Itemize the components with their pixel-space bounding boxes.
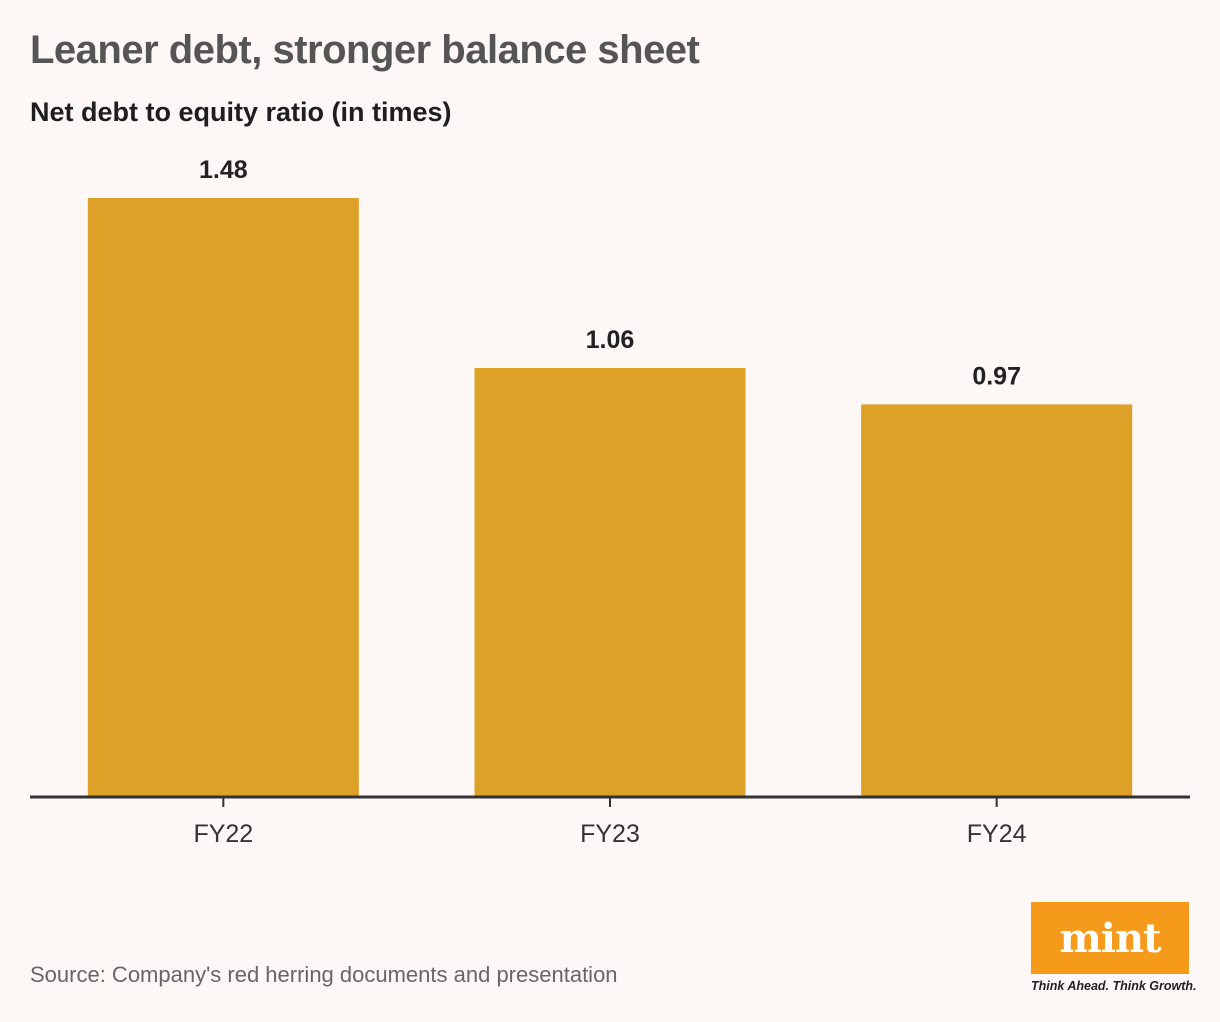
data-label-fy24: 0.97: [972, 362, 1021, 390]
bar-chart: 1.48 FY22 1.06 FY23 0.97 FY24: [30, 156, 1190, 848]
source-note: Source: Company's red herring documents …: [30, 962, 618, 987]
logo-text: mint: [1059, 914, 1161, 962]
x-tick-label: FY22: [193, 820, 253, 848]
mint-logo: mint: [1031, 902, 1189, 974]
data-label-fy22: 1.48: [199, 156, 248, 184]
x-tick-label: FY23: [580, 820, 640, 848]
chart-title: Leaner debt, stronger balance sheet: [30, 28, 700, 72]
bar-fy22: [87, 198, 359, 797]
bar-fy24: [861, 404, 1133, 797]
logo-tagline: Think Ahead. Think Growth.: [1031, 979, 1197, 993]
data-label-fy23: 1.06: [586, 326, 635, 354]
x-tick-label: FY24: [967, 820, 1027, 848]
bar-fy23: [474, 367, 746, 797]
chart-subtitle: Net debt to equity ratio (in times): [30, 97, 452, 127]
